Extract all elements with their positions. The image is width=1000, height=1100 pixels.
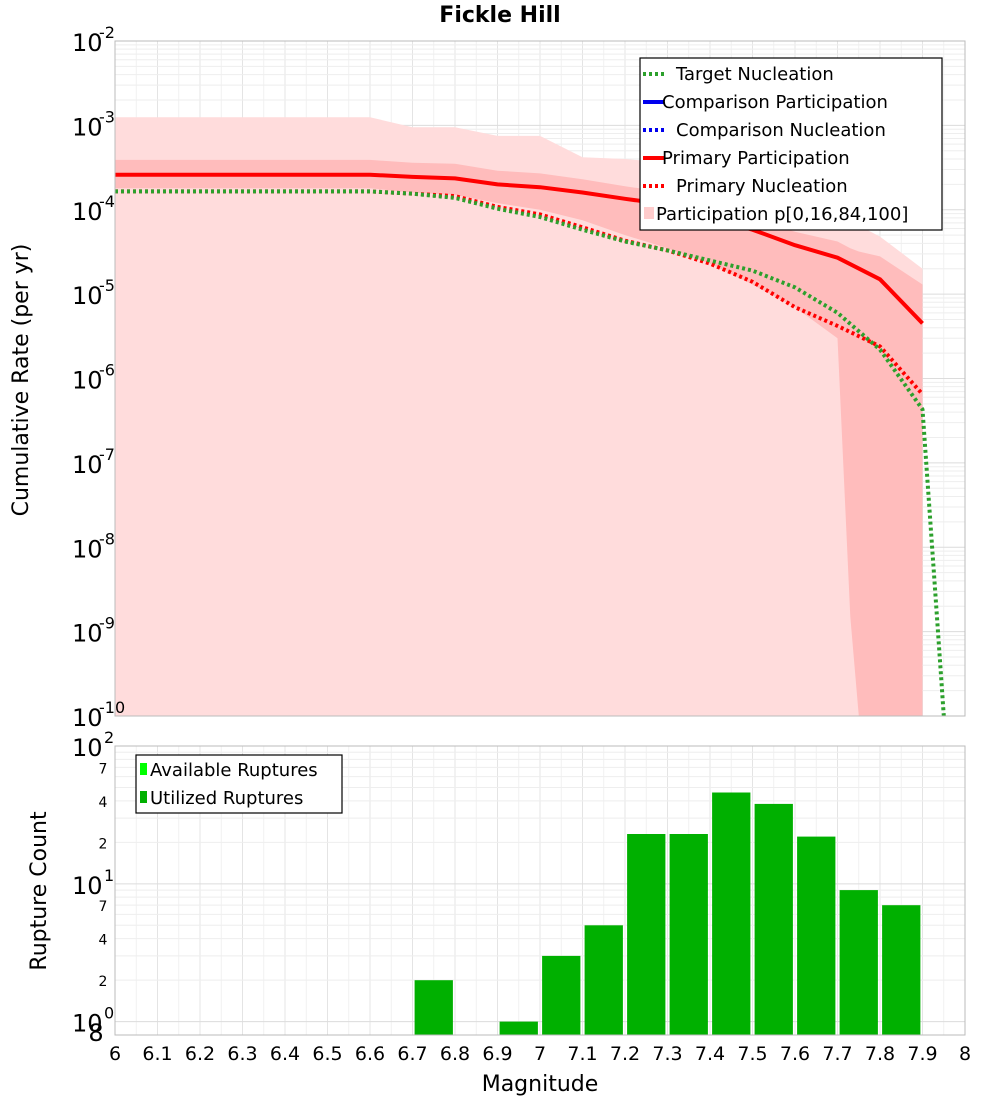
legend-label: Target Nucleation [675, 64, 834, 85]
y-tick-label: 10 [72, 29, 103, 57]
rupture-bar [584, 925, 623, 1035]
y-tick-label-exponent: -10 [99, 698, 125, 717]
x-tick-label: 8 [959, 1043, 971, 1065]
x-tick-label: 6 [109, 1043, 121, 1065]
y-tick-label: 10 [72, 367, 103, 395]
y-tick-label-exponent: -2 [99, 23, 115, 42]
y-tick-label-exponent: 2 [104, 728, 114, 747]
x-tick-label: 7.4 [695, 1043, 725, 1065]
rate-plot: 10-210-310-410-510-610-710-810-910-10Tar… [72, 23, 966, 732]
rupture-bar [882, 905, 921, 1035]
plot-area [115, 117, 946, 716]
chart-title: Fickle Hill [439, 3, 560, 28]
rupture-bar [627, 834, 666, 1035]
legend-swatch [140, 791, 147, 803]
y-axis-label-rate: Cumulative Rate (per yr) [9, 244, 34, 517]
y-tick-label: 10 [72, 620, 103, 648]
y-tick-label-minor: 4 [99, 795, 108, 811]
plot-frame [114, 745, 966, 1036]
y-tick-label-exponent: -3 [99, 107, 115, 126]
y-tick-label-minor: 7 [99, 899, 108, 915]
x-tick-label: 7.7 [822, 1043, 852, 1065]
y-tick-label-exponent: 0 [104, 1004, 114, 1023]
y-tick-label: 10 [72, 535, 103, 563]
series-line-primary-nucleation [115, 189, 924, 396]
y-tick-label: 10 [72, 872, 103, 900]
x-tick-label: 7 [534, 1043, 546, 1065]
x-axis-label: Magnitude [482, 1072, 599, 1097]
legend-box [135, 754, 343, 814]
legend-label: Primary Nucleation [676, 176, 848, 197]
x-tick-label: 6.8 [440, 1043, 470, 1065]
y-tick-label: 10 [72, 704, 103, 732]
x-tick-label: 6.5 [312, 1043, 342, 1065]
y-tick-label-minor: 7 [99, 761, 108, 777]
legend-label: Primary Participation [662, 148, 850, 169]
y-tick-label: 10 [72, 1010, 103, 1038]
x-tick-label: 7.1 [567, 1043, 597, 1065]
rupture-bar [797, 836, 836, 1035]
x-tick-label: 7.9 [907, 1043, 937, 1065]
y-tick-label: 10 [72, 198, 103, 226]
rupture-bar [669, 834, 708, 1035]
x-tick-label: 7.6 [780, 1043, 810, 1065]
rupture-bar [754, 803, 793, 1035]
y-tick-label-exponent: -5 [99, 276, 115, 295]
rupture-bar [414, 980, 453, 1035]
y-tick-label: 10 [72, 282, 103, 310]
y-tick-label-exponent: -8 [99, 529, 115, 548]
x-tick-label: 6.7 [397, 1043, 427, 1065]
series-line-primary-participation [115, 172, 924, 325]
legend-swatch [140, 763, 147, 775]
legend-label: Available Ruptures [150, 760, 318, 781]
x-tick-label: 7.3 [652, 1043, 682, 1065]
y-tick-label-exponent: 1 [104, 866, 114, 885]
y-tick-label-exponent: -9 [99, 614, 115, 633]
y-tick-label-minor: 2 [99, 974, 108, 990]
x-tick-label: 6.1 [142, 1043, 172, 1065]
legend-box [639, 57, 943, 231]
legend-label: Participation p[0,16,84,100] [656, 204, 908, 225]
plot-frame [114, 40, 966, 717]
x-tick-label: 6.6 [355, 1043, 385, 1065]
legend-label: Utilized Ruptures [150, 788, 303, 809]
y-tick-label-minor: 4 [99, 933, 108, 949]
rupture-bar [542, 955, 581, 1035]
legend-swatch [644, 207, 654, 219]
x-tick-label: 7.5 [737, 1043, 767, 1065]
x-tick-label: 6.3 [227, 1043, 257, 1065]
series-line-target-nucleation [115, 189, 946, 716]
x-tick-label: 6.2 [185, 1043, 215, 1065]
legend-label: Comparison Participation [662, 92, 888, 113]
x-tick-label: 7.2 [610, 1043, 640, 1065]
x-tick-label: 6.9 [482, 1043, 512, 1065]
rupture-bar [499, 1021, 538, 1035]
y-tick-label: 10 [72, 451, 103, 479]
rupture-bar [712, 792, 751, 1035]
y-tick-label: 10 [72, 113, 103, 141]
legend-label: Comparison Nucleation [676, 120, 886, 141]
y-tick-label-minor: 2 [99, 836, 108, 852]
rupture-bar [839, 890, 878, 1035]
y-tick-label-exponent: -6 [99, 361, 115, 380]
y-tick-label-exponent: -7 [99, 445, 115, 464]
x-tick-label: 6.4 [270, 1043, 300, 1065]
y-axis-label-count: Rupture Count [27, 811, 52, 971]
y-tick-label-exponent: -4 [99, 192, 115, 211]
x-tick-label: 7.8 [865, 1043, 895, 1065]
y-tick-label-minor: 8 [88, 1019, 103, 1047]
y-tick-label: 10 [72, 734, 103, 762]
